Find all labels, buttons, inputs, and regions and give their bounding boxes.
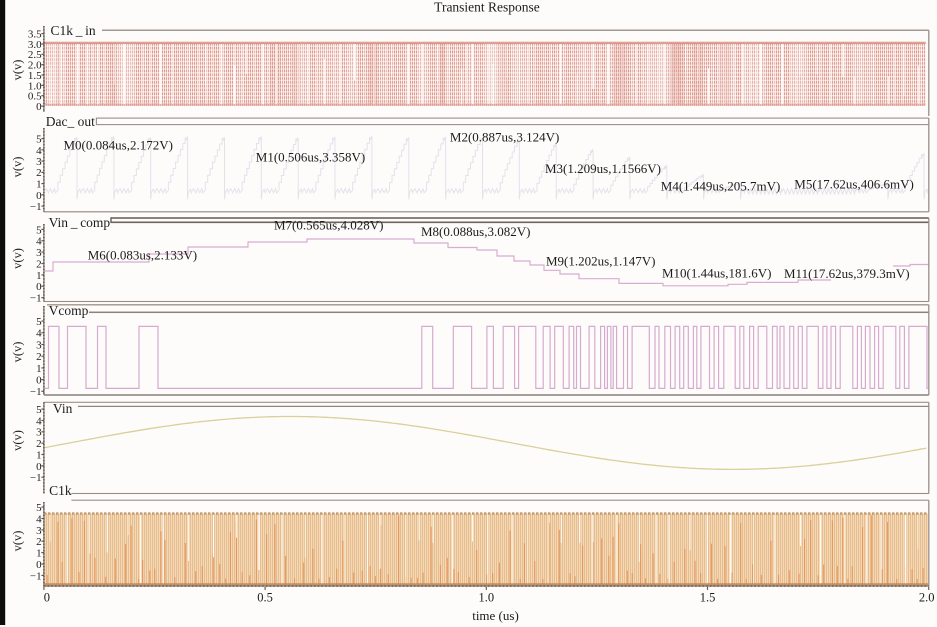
- svg-text:−1: −1: [30, 293, 42, 305]
- svg-text:v(v): v(v): [11, 157, 25, 178]
- svg-text:M6(0.083us,2.133V): M6(0.083us,2.133V): [88, 248, 197, 263]
- svg-text:2.0: 2.0: [919, 591, 935, 605]
- svg-text:5: 5: [36, 134, 42, 146]
- svg-text:M10(1.44us,181.6V): M10(1.44us,181.6V): [662, 266, 771, 281]
- svg-text:5: 5: [36, 316, 42, 328]
- svg-text:1: 1: [36, 363, 42, 375]
- svg-text:M5(17.62us,406.6mV): M5(17.62us,406.6mV): [794, 177, 914, 192]
- svg-text:1: 1: [36, 449, 42, 461]
- svg-text:0: 0: [36, 190, 42, 202]
- svg-text:3: 3: [36, 339, 42, 351]
- svg-text:C1k: C1k: [49, 483, 72, 498]
- svg-text:2.5: 2.5: [28, 49, 42, 61]
- svg-text:v(v): v(v): [11, 60, 25, 81]
- svg-text:1.0: 1.0: [28, 80, 42, 92]
- svg-text:4: 4: [36, 415, 42, 427]
- svg-text:time (us): time (us): [472, 608, 519, 623]
- svg-text:1: 1: [36, 179, 42, 191]
- svg-text:Dac_ out: Dac_ out: [46, 114, 95, 129]
- svg-text:Transient Response: Transient Response: [434, 0, 540, 15]
- svg-text:3.0: 3.0: [28, 39, 42, 51]
- svg-text:5: 5: [36, 224, 42, 236]
- svg-text:5: 5: [36, 404, 42, 416]
- svg-text:2: 2: [36, 167, 42, 179]
- svg-text:0: 0: [36, 375, 42, 387]
- svg-text:3: 3: [36, 427, 42, 439]
- svg-text:M9(1.202us,1.147V): M9(1.202us,1.147V): [546, 254, 655, 269]
- svg-text:M3(1.209us,1.1566V): M3(1.209us,1.1566V): [545, 161, 661, 176]
- svg-text:−1: −1: [30, 386, 42, 398]
- svg-text:1: 1: [36, 548, 42, 560]
- svg-text:4: 4: [36, 145, 42, 157]
- svg-text:M1(0.506us,3.358V): M1(0.506us,3.358V): [256, 150, 365, 165]
- svg-text:M7(0.565us,4.028V): M7(0.565us,4.028V): [274, 218, 383, 233]
- svg-text:4: 4: [36, 328, 42, 340]
- svg-text:1.0: 1.0: [478, 591, 494, 605]
- svg-text:0.5: 0.5: [257, 591, 273, 605]
- svg-text:1: 1: [36, 270, 42, 282]
- svg-text:−1: −1: [30, 472, 42, 484]
- svg-text:1.5: 1.5: [700, 591, 716, 605]
- svg-text:2: 2: [36, 438, 42, 450]
- svg-text:v(v): v(v): [11, 248, 25, 269]
- svg-text:1.5: 1.5: [28, 70, 42, 82]
- svg-text:3.5: 3.5: [28, 29, 42, 41]
- svg-text:v(v): v(v): [11, 430, 25, 451]
- svg-text:M4(1.449us,205.7mV): M4(1.449us,205.7mV): [661, 178, 781, 193]
- svg-text:4: 4: [36, 236, 42, 248]
- svg-text:2: 2: [36, 258, 42, 270]
- svg-text:−1: −1: [30, 570, 42, 582]
- svg-text:5: 5: [36, 502, 42, 514]
- svg-text:2: 2: [36, 351, 42, 363]
- svg-text:Vcomp: Vcomp: [49, 303, 89, 318]
- svg-text:M8(0.088us,3.082V): M8(0.088us,3.082V): [421, 224, 530, 239]
- svg-text:v(v): v(v): [11, 531, 25, 552]
- svg-text:4: 4: [36, 513, 42, 525]
- svg-text:0: 0: [36, 101, 42, 113]
- svg-text:2.0: 2.0: [28, 60, 42, 72]
- svg-text:3: 3: [36, 156, 42, 168]
- svg-text:Vin: Vin: [53, 401, 73, 416]
- svg-text:−1: −1: [30, 201, 42, 213]
- svg-text:C1k _ in: C1k _ in: [51, 23, 96, 38]
- svg-text:2: 2: [36, 536, 42, 548]
- svg-text:v(v): v(v): [11, 342, 25, 363]
- svg-text:3: 3: [36, 525, 42, 537]
- svg-text:0: 0: [36, 559, 42, 571]
- svg-text:0: 0: [44, 591, 50, 605]
- svg-text:0: 0: [36, 281, 42, 293]
- svg-text:M11(17.62us,379.3mV): M11(17.62us,379.3mV): [784, 266, 910, 281]
- svg-text:M0(0.084us,2.172V): M0(0.084us,2.172V): [64, 137, 173, 152]
- svg-text:0: 0: [36, 461, 42, 473]
- svg-text:M2(0.887us,3.124V): M2(0.887us,3.124V): [450, 130, 559, 145]
- svg-text:3: 3: [36, 247, 42, 259]
- svg-text:Vin _ comp: Vin _ comp: [49, 215, 111, 230]
- svg-text:0.5: 0.5: [28, 91, 42, 103]
